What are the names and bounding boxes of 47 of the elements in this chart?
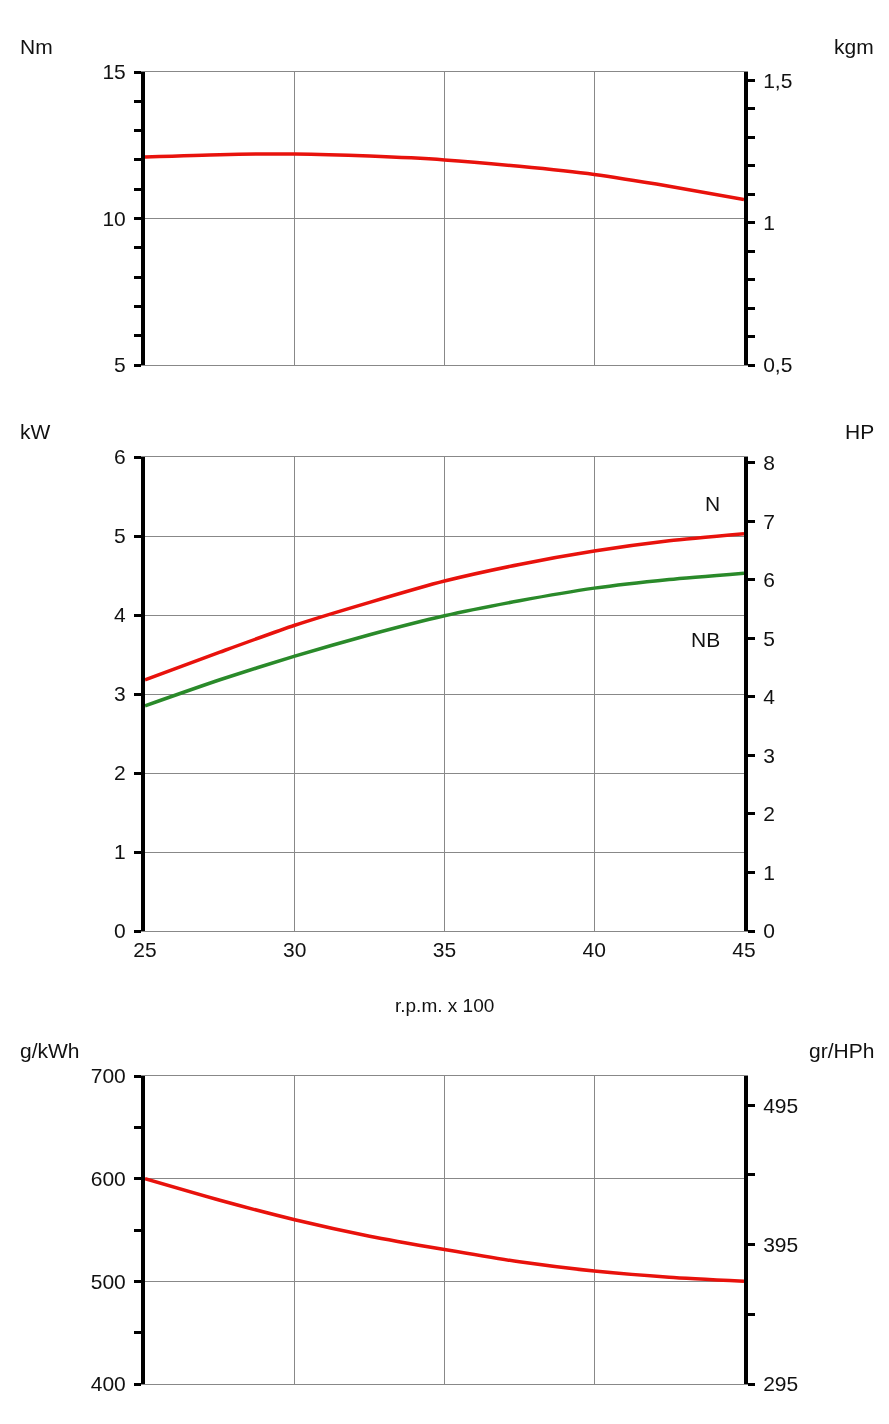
y-tick-label: 2 <box>114 761 126 785</box>
y2-tick-label: 0,5 <box>763 353 793 377</box>
y-tick-label: 5 <box>114 524 126 548</box>
y2-tick-label: 3 <box>763 743 775 767</box>
y2-axis-title: HP <box>845 420 875 443</box>
y-tick-label: 700 <box>90 1064 126 1088</box>
y-axis-title: kW <box>20 420 51 443</box>
line-series <box>145 531 744 682</box>
y2-tick-label: 395 <box>763 1232 799 1256</box>
y-tick-label: 1 <box>114 840 126 864</box>
y-tick-label: 3 <box>114 682 126 706</box>
y2-axis-title: kgm <box>834 35 874 58</box>
y2-tick-label: 295 <box>763 1372 799 1396</box>
line-series <box>145 152 744 202</box>
y-axis-title: Nm <box>20 35 53 58</box>
y-tick-label: 4 <box>114 603 127 627</box>
line-series <box>145 571 744 708</box>
y2-tick-label: 7 <box>763 509 775 533</box>
x-axis-title: r.p.m. x 100 <box>395 995 495 1016</box>
y2-axis-title: gr/HPh <box>809 1039 875 1062</box>
series-label: N <box>705 492 721 515</box>
y2-tick-label: 2 <box>763 802 775 826</box>
line-series <box>145 1176 744 1284</box>
y-tick-label: 600 <box>90 1167 126 1191</box>
y-tick-label: 15 <box>102 60 126 84</box>
y2-tick-label: 4 <box>763 685 776 709</box>
y2-tick-label: 1 <box>763 860 775 884</box>
y-tick-label: 400 <box>90 1372 126 1396</box>
y-tick-label: 500 <box>90 1269 126 1293</box>
y2-tick-label: 5 <box>763 626 775 650</box>
y2-tick-label: 1 <box>763 211 775 235</box>
x-tick-label: 30 <box>283 938 307 962</box>
y-tick-label: 10 <box>102 206 126 230</box>
y2-tick-label: 495 <box>763 1093 799 1117</box>
x-tick-label: 45 <box>732 938 756 962</box>
y-tick-label: 0 <box>114 919 126 943</box>
text: NB <box>691 628 721 651</box>
y2-tick-label: 8 <box>763 451 775 475</box>
x-tick-label: 40 <box>582 938 606 962</box>
x-tick-label: 35 <box>432 938 457 962</box>
y-axis-title: g/kWh <box>20 1039 80 1062</box>
y-tick-label: 5 <box>114 353 126 377</box>
y2-tick-label: 1,5 <box>763 68 793 92</box>
x-tick-label: 25 <box>133 938 157 962</box>
y-tick-label: 6 <box>114 445 126 469</box>
y2-tick-label: 0 <box>763 919 775 943</box>
y2-tick-label: 6 <box>763 568 775 592</box>
